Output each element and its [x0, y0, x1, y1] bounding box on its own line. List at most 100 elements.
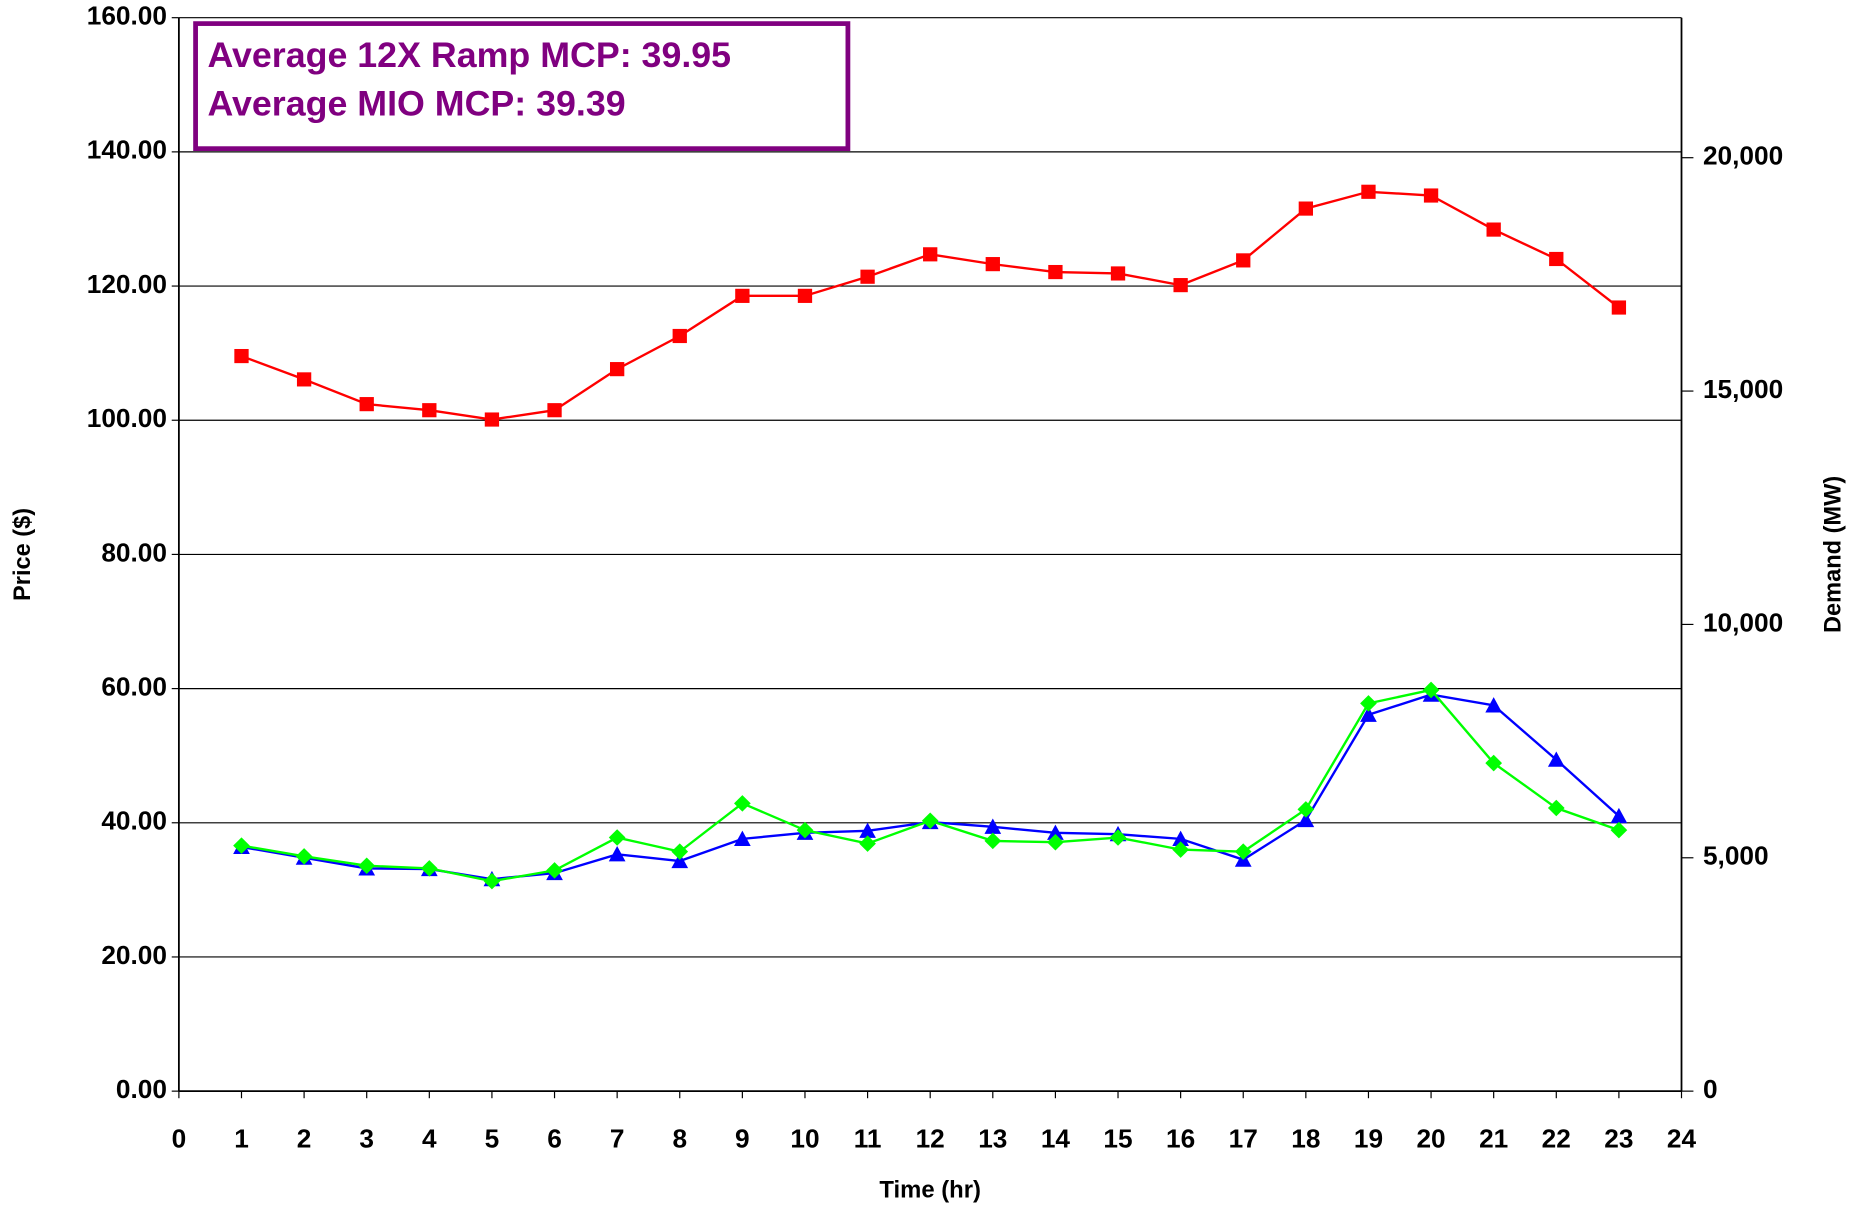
marker	[984, 832, 1002, 850]
marker	[985, 257, 1000, 272]
marker	[1486, 222, 1501, 237]
y-tick-label: 140.00	[87, 135, 167, 165]
marker	[1610, 807, 1628, 824]
x-tick-label: 3	[359, 1124, 374, 1154]
marker	[1047, 824, 1064, 840]
marker	[546, 862, 563, 879]
y2-tick-label: 0	[1703, 1074, 1718, 1104]
marker	[1172, 841, 1189, 858]
marker	[734, 830, 751, 846]
marker	[672, 328, 687, 344]
x-tick-label: 8	[672, 1124, 687, 1154]
marker	[1234, 843, 1252, 860]
marker	[1547, 799, 1565, 817]
y2-tick-label: 10,000	[1703, 607, 1783, 637]
marker	[609, 362, 625, 377]
y2-axis-label: Demand (MW)	[1820, 476, 1846, 633]
x-tick-label: 7	[610, 1124, 625, 1154]
y-tick-label: 120.00	[87, 269, 167, 299]
marker	[1047, 833, 1064, 851]
marker	[1547, 751, 1565, 767]
marker	[859, 835, 876, 852]
marker	[984, 818, 1002, 834]
y-tick-label: 160.00	[87, 1, 167, 31]
marker	[735, 288, 750, 303]
y-tick-label: 40.00	[101, 806, 167, 836]
marker	[296, 372, 312, 387]
marker	[1485, 754, 1503, 772]
marker	[1297, 811, 1315, 828]
x-tick-label: 15	[1103, 1124, 1132, 1154]
y-tick-label: 80.00	[101, 537, 167, 567]
y-tick-label: 0.00	[116, 1074, 167, 1104]
marker	[1048, 264, 1063, 280]
x-tick-label: 0	[172, 1124, 187, 1154]
x-tick-label: 16	[1166, 1124, 1195, 1154]
x-tick-label: 13	[978, 1124, 1007, 1154]
marker	[1361, 184, 1376, 199]
marker	[1297, 801, 1315, 818]
marker	[734, 795, 751, 812]
x-axis-label: Time (hr)	[879, 1178, 981, 1204]
marker	[923, 247, 938, 262]
x-tick-label: 10	[790, 1124, 819, 1154]
marker	[233, 837, 250, 854]
marker	[1173, 278, 1188, 293]
marker	[1360, 695, 1377, 712]
y2-tick-label: 15,000	[1703, 374, 1783, 404]
marker	[1549, 251, 1564, 267]
x-tick-label: 9	[735, 1124, 750, 1154]
marker	[1360, 706, 1377, 722]
x-tick-label: 22	[1542, 1124, 1571, 1154]
marker	[359, 397, 374, 412]
marker	[1298, 201, 1314, 216]
x-tick-label: 18	[1291, 1124, 1320, 1154]
marker	[1423, 188, 1439, 203]
marker	[608, 829, 626, 846]
x-tick-label: 4	[422, 1124, 437, 1154]
marker	[483, 872, 501, 890]
y-tick-label: 20.00	[101, 940, 167, 970]
marker	[1611, 300, 1627, 315]
marker	[1110, 266, 1126, 281]
marker	[859, 822, 876, 838]
series-line	[241, 688, 1620, 883]
marker	[1109, 829, 1127, 846]
x-tick-label: 24	[1667, 1124, 1697, 1154]
marker	[420, 860, 438, 877]
annotation: Average MIO MCP: 39.39	[208, 84, 626, 124]
y2-tick-label: 20,000	[1703, 141, 1783, 171]
marker	[295, 848, 313, 865]
marker	[608, 846, 626, 862]
x-tick-label: 21	[1479, 1124, 1508, 1154]
y-axis-label: Price ($)	[10, 508, 36, 601]
x-tick-label: 5	[485, 1124, 500, 1154]
marker	[796, 821, 814, 839]
x-tick-label: 20	[1416, 1124, 1445, 1154]
marker	[1422, 681, 1440, 699]
series-line	[241, 190, 1620, 421]
annotation: Average 12X Ramp MCP: 39.95	[208, 35, 732, 75]
marker	[234, 348, 249, 364]
x-tick-label: 2	[297, 1124, 312, 1154]
marker	[422, 403, 437, 418]
x-tick-label: 14	[1041, 1124, 1071, 1154]
y2-tick-label: 5,000	[1703, 841, 1769, 871]
marker	[358, 857, 376, 874]
x-tick-label: 17	[1229, 1124, 1258, 1154]
marker	[671, 843, 689, 860]
series-line	[241, 693, 1620, 881]
marker	[1610, 821, 1628, 839]
x-tick-label: 12	[916, 1124, 945, 1154]
marker	[860, 269, 875, 284]
marker	[1485, 697, 1503, 713]
marker	[671, 852, 689, 869]
marker	[547, 403, 562, 418]
x-tick-label: 6	[547, 1124, 562, 1154]
y-tick-label: 100.00	[87, 403, 167, 433]
marker	[1172, 830, 1189, 846]
marker	[484, 412, 500, 427]
marker	[797, 288, 813, 303]
